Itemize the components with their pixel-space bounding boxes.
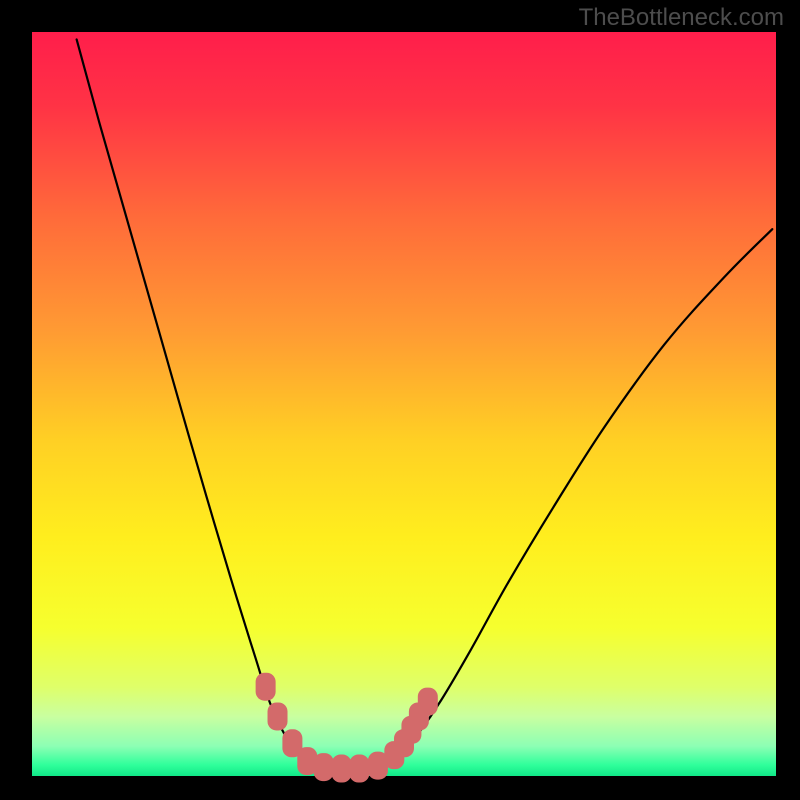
valley-marker xyxy=(349,755,369,783)
valley-marker xyxy=(256,673,276,701)
valley-marker xyxy=(314,753,334,781)
bottleneck-curve-plot xyxy=(0,0,800,800)
plot-gradient-background xyxy=(32,32,776,776)
chart-frame: TheBottleneck.com xyxy=(0,0,800,800)
watermark-text: TheBottleneck.com xyxy=(579,4,784,32)
valley-marker xyxy=(268,702,288,730)
valley-marker xyxy=(332,755,352,783)
valley-marker xyxy=(418,688,438,716)
